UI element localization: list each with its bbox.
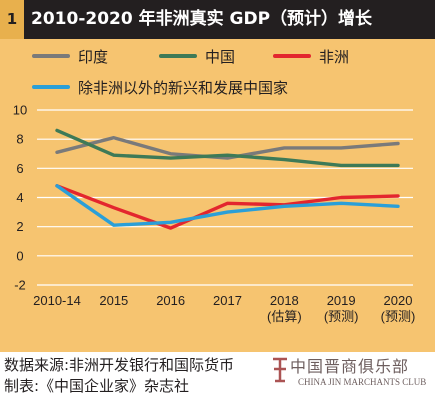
club-logo-icon [273,357,287,383]
x-tick-label: 2020 [384,293,413,308]
source-line: 数据来源:非洲开发银行和国际货币 [4,356,235,374]
source-note: 数据来源:非洲开发银行和国际货币 制表:《中国企业家》杂志社 [4,355,234,397]
legend-item: 印度 [32,48,108,66]
y-tick-label: 4 [16,190,23,205]
gridlines [37,109,413,286]
chart-panel [0,0,435,352]
chart-title: 2010-2020 年非洲真实 GDP（预计）增长 [31,9,373,29]
y-tick-label: 8 [16,132,23,147]
series-line [55,184,400,227]
y-tick-label: 2 [16,219,23,234]
x-tick-note: (估算) [267,309,302,324]
x-tick-label: 2019 [327,293,356,308]
x-tick-note: (预测) [381,309,416,324]
x-tick-label: 2018 [270,293,299,308]
series-line [55,128,400,168]
x-axis-ticks: 2010-14 2015 2016 2017 2018(估算)2019(预测)2020(… [33,293,415,324]
y-tick-label: 10 [13,103,27,118]
x-tick-note: (预测) [324,309,359,324]
club-watermark: 中国晋商俱乐部 CHINA JIN MARCHANTS CLUB [268,353,433,403]
legend-item: 中国 [159,48,235,66]
legend-label: 除非洲以外的新兴和发展中国家 [78,79,288,97]
legend-label: 中国 [205,48,235,66]
y-tick-label: 6 [16,161,23,176]
legend-label: 非洲 [319,48,349,66]
x-tick-label: 2015 [99,293,128,308]
credit-line: 制表:《中国企业家》杂志社 [4,377,190,395]
series-line [55,135,400,160]
x-tick-label: 2010-14 [33,293,81,308]
legend-label: 印度 [78,48,108,66]
figure-number-badge: 1 [0,0,24,39]
legend-item: 非洲 [273,48,349,66]
y-tick-label: -2 [14,278,26,293]
watermark-cn: 中国晋商俱乐部 [290,357,410,376]
series-lines [55,128,400,230]
x-tick-label: 2017 [213,293,242,308]
watermark-en: CHINA JIN MARCHANTS CLUB [298,377,427,387]
legend-item: 除非洲以外的新兴和发展中国家 [32,79,288,97]
y-axis-ticks: 10 8 6 4 2 0 -2 [13,103,27,293]
y-tick-label: 0 [16,248,23,263]
title-bar: 1 2010-2020 年非洲真实 GDP（预计）增长 [0,0,435,39]
series-line [55,184,400,230]
x-tick-label: 2016 [156,293,185,308]
